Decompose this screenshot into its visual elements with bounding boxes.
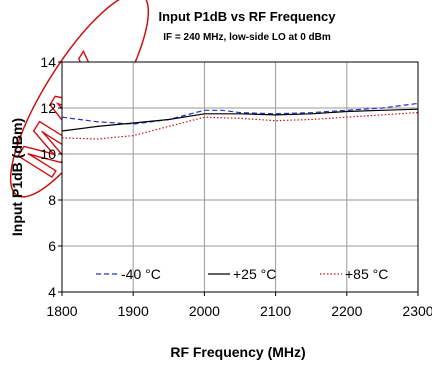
series-lines — [61, 102, 419, 140]
chart-title: Input P1dB vs RF Frequency — [159, 9, 337, 24]
series-line-2 — [61, 108, 419, 132]
plot-area — [62, 62, 418, 292]
y-tick-label: 10 — [40, 146, 56, 162]
x-tick-label: 2300 — [402, 303, 432, 319]
y-axis-label: Input P1dB (dBm) — [9, 118, 25, 236]
y-tick-label: 14 — [40, 54, 56, 70]
y-axis-ticks: 4 6 8 10 12 14 — [40, 54, 62, 300]
chart-subtitle: IF = 240 MHz, low-side LO at 0 dBm — [163, 32, 331, 43]
x-tick-label: 2000 — [189, 303, 220, 319]
x-axis-label: RF Frequency (MHz) — [170, 344, 305, 360]
x-tick-label: 1800 — [46, 303, 77, 319]
x-axis-ticks: 1800 1900 2000 2100 2200 2300 — [46, 292, 432, 319]
plot-border — [61, 61, 419, 293]
legend-label-1: -40 °C — [121, 266, 161, 282]
x-tick-label: 2100 — [260, 303, 291, 319]
legend-label-3: +85 °C — [345, 266, 388, 282]
y-tick-label: 8 — [48, 192, 56, 208]
legend-label-2: +25 °C — [233, 266, 276, 282]
legend: -40 °C +25 °C +85 °C — [96, 266, 388, 282]
y-tick-label: 4 — [48, 284, 56, 300]
x-tick-label: 2200 — [331, 303, 362, 319]
y-tick-label: 6 — [48, 238, 56, 254]
x-tick-label: 1900 — [118, 303, 149, 319]
y-tick-label: 12 — [40, 100, 56, 116]
